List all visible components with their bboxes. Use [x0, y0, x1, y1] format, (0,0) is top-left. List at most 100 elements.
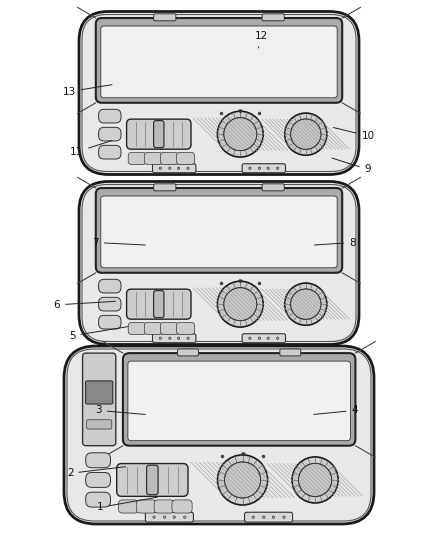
Text: 12: 12 [255, 31, 268, 48]
FancyBboxPatch shape [280, 349, 301, 356]
Circle shape [285, 113, 327, 155]
FancyBboxPatch shape [154, 290, 164, 318]
Text: 1: 1 [96, 497, 157, 512]
FancyBboxPatch shape [144, 322, 162, 335]
Circle shape [283, 516, 285, 519]
Circle shape [292, 457, 338, 503]
Circle shape [217, 111, 263, 157]
Text: 4: 4 [314, 406, 358, 415]
Circle shape [290, 119, 321, 149]
FancyBboxPatch shape [86, 472, 110, 487]
FancyBboxPatch shape [128, 322, 146, 335]
Circle shape [252, 516, 254, 519]
FancyBboxPatch shape [79, 182, 359, 344]
Circle shape [267, 167, 269, 169]
FancyBboxPatch shape [177, 349, 198, 356]
FancyBboxPatch shape [160, 322, 179, 335]
Circle shape [299, 463, 332, 497]
Text: 2: 2 [67, 467, 126, 478]
FancyBboxPatch shape [145, 512, 194, 522]
FancyBboxPatch shape [262, 184, 284, 191]
FancyBboxPatch shape [87, 420, 112, 429]
FancyBboxPatch shape [144, 152, 162, 165]
Circle shape [249, 337, 251, 340]
FancyBboxPatch shape [85, 381, 113, 404]
Text: 3: 3 [95, 406, 145, 415]
FancyBboxPatch shape [86, 492, 110, 507]
FancyBboxPatch shape [127, 289, 191, 319]
Circle shape [267, 337, 269, 340]
Circle shape [290, 289, 321, 319]
Text: 6: 6 [53, 300, 116, 310]
Circle shape [224, 118, 257, 151]
Circle shape [218, 455, 268, 505]
Circle shape [258, 167, 261, 169]
FancyBboxPatch shape [119, 500, 139, 513]
FancyBboxPatch shape [262, 14, 284, 21]
Circle shape [224, 288, 257, 321]
Circle shape [249, 167, 251, 169]
FancyBboxPatch shape [242, 164, 286, 173]
FancyBboxPatch shape [99, 146, 121, 159]
FancyBboxPatch shape [96, 188, 342, 273]
Circle shape [173, 516, 175, 519]
Text: 5: 5 [69, 327, 128, 341]
FancyBboxPatch shape [83, 353, 116, 446]
FancyBboxPatch shape [147, 465, 158, 495]
FancyBboxPatch shape [172, 500, 192, 513]
Circle shape [177, 337, 180, 340]
FancyBboxPatch shape [177, 152, 195, 165]
FancyBboxPatch shape [99, 109, 121, 123]
Circle shape [177, 167, 180, 169]
FancyBboxPatch shape [154, 120, 164, 148]
FancyBboxPatch shape [154, 184, 176, 191]
FancyBboxPatch shape [99, 297, 121, 311]
FancyBboxPatch shape [128, 361, 350, 441]
FancyBboxPatch shape [242, 334, 286, 343]
Circle shape [187, 337, 189, 340]
Text: 7: 7 [92, 238, 145, 247]
Circle shape [163, 516, 166, 519]
FancyBboxPatch shape [64, 346, 374, 524]
FancyBboxPatch shape [152, 334, 196, 343]
Circle shape [225, 462, 261, 498]
FancyBboxPatch shape [244, 512, 293, 522]
Circle shape [217, 281, 263, 327]
Text: 11: 11 [70, 141, 112, 157]
FancyBboxPatch shape [96, 18, 342, 103]
Circle shape [184, 516, 186, 519]
Text: 9: 9 [332, 158, 371, 174]
FancyBboxPatch shape [101, 196, 337, 268]
Circle shape [263, 516, 265, 519]
Circle shape [272, 516, 275, 519]
Circle shape [258, 337, 261, 340]
FancyBboxPatch shape [99, 279, 121, 293]
FancyBboxPatch shape [127, 119, 191, 149]
Circle shape [159, 167, 162, 169]
FancyBboxPatch shape [136, 500, 156, 513]
FancyBboxPatch shape [86, 453, 110, 468]
Text: 8: 8 [314, 238, 356, 247]
Text: 13: 13 [63, 85, 112, 96]
FancyBboxPatch shape [79, 12, 359, 174]
FancyBboxPatch shape [154, 14, 176, 21]
Circle shape [169, 337, 171, 340]
FancyBboxPatch shape [117, 464, 188, 496]
FancyBboxPatch shape [154, 500, 174, 513]
FancyBboxPatch shape [99, 316, 121, 329]
FancyBboxPatch shape [123, 353, 355, 446]
FancyBboxPatch shape [101, 26, 337, 98]
FancyBboxPatch shape [128, 152, 146, 165]
FancyBboxPatch shape [177, 322, 195, 335]
FancyBboxPatch shape [160, 152, 179, 165]
Text: 10: 10 [333, 127, 374, 141]
Circle shape [276, 167, 279, 169]
FancyBboxPatch shape [99, 127, 121, 141]
Circle shape [285, 283, 327, 325]
Circle shape [159, 337, 162, 340]
Circle shape [276, 337, 279, 340]
FancyBboxPatch shape [152, 164, 196, 173]
Circle shape [187, 167, 189, 169]
Circle shape [169, 167, 171, 169]
Circle shape [153, 516, 155, 519]
